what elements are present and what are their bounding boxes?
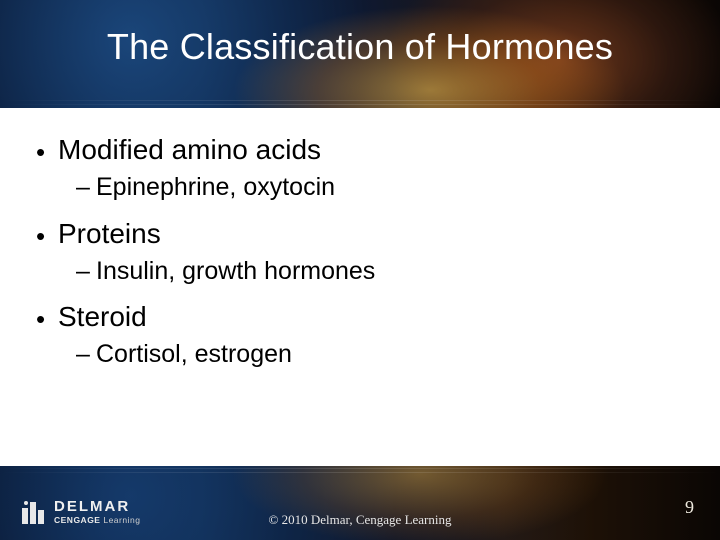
slide: The Classification of Hormones • Modifie…	[0, 0, 720, 540]
page-number: 9	[685, 497, 694, 518]
bullet-text: Modified amino acids	[58, 132, 321, 167]
bullet-dot-icon: •	[36, 139, 58, 165]
bullet-lvl1: • Proteins	[36, 216, 690, 251]
bullet-lvl2: – Epinephrine, oxytocin	[76, 171, 690, 204]
bullet-text: Steroid	[58, 299, 147, 334]
slide-title: The Classification of Hormones	[0, 26, 720, 68]
bullet-lvl2: – Cortisol, estrogen	[76, 338, 690, 371]
bullet-lvl1: • Steroid	[36, 299, 690, 334]
bullet-lvl2: – Insulin, growth hormones	[76, 255, 690, 288]
header-band: The Classification of Hormones	[0, 0, 720, 108]
subbullet-text: Cortisol, estrogen	[96, 338, 292, 371]
footer-band: DELMAR CENGAGE Learning © 2010 Delmar, C…	[0, 466, 720, 540]
subbullet-text: Insulin, growth hormones	[96, 255, 375, 288]
bullet-dash-icon: –	[76, 171, 96, 204]
copyright-text: © 2010 Delmar, Cengage Learning	[0, 512, 720, 528]
bullet-text: Proteins	[58, 216, 161, 251]
bullet-dot-icon: •	[36, 223, 58, 249]
bullet-dash-icon: –	[76, 255, 96, 288]
bullet-lvl1: • Modified amino acids	[36, 132, 690, 167]
subbullet-text: Epinephrine, oxytocin	[96, 171, 335, 204]
bullet-dash-icon: –	[76, 338, 96, 371]
content-area: • Modified amino acids – Epinephrine, ox…	[0, 108, 720, 466]
bullet-dot-icon: •	[36, 306, 58, 332]
